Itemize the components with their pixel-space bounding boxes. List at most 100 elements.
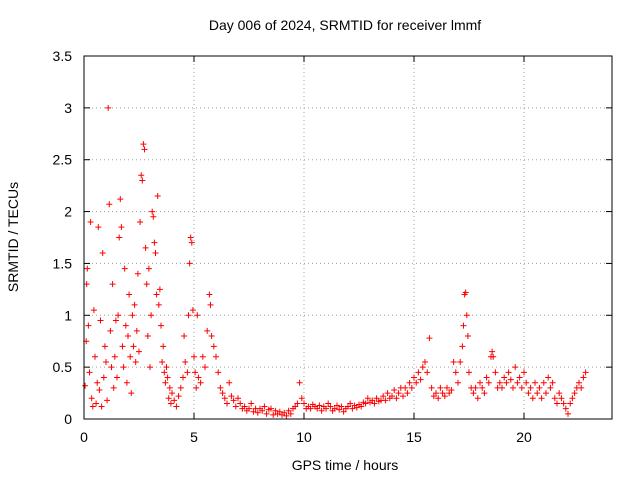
- data-point: [426, 335, 433, 342]
- y-tick-label: 0: [64, 411, 72, 427]
- data-point: [137, 218, 144, 225]
- data-point: [331, 405, 338, 412]
- data-point: [554, 400, 560, 407]
- data-point: [217, 384, 224, 391]
- data-point: [512, 364, 519, 371]
- data-point: [314, 405, 321, 412]
- data-point: [556, 390, 563, 397]
- data-point: [167, 400, 174, 407]
- data-point: [103, 358, 109, 365]
- data-point: [219, 390, 226, 397]
- y-tick-label: 1: [64, 307, 72, 323]
- data-point: [83, 281, 90, 288]
- data-point: [430, 393, 437, 400]
- data-point: [408, 384, 415, 391]
- data-point: [121, 265, 128, 272]
- data-point: [301, 400, 307, 407]
- y-tick-label: 0.5: [53, 359, 73, 375]
- data-point: [140, 141, 147, 148]
- data-point: [181, 333, 188, 340]
- data-point: [171, 397, 178, 404]
- data-point: [133, 327, 140, 334]
- y-axis-label: SRMTID / TECUs: [5, 182, 21, 292]
- data-point: [472, 384, 479, 391]
- data-point: [457, 358, 464, 365]
- data-point: [106, 201, 113, 208]
- data-point: [518, 384, 525, 391]
- data-point: [285, 407, 292, 414]
- data-point: [532, 379, 538, 386]
- data-point: [462, 289, 469, 296]
- data-point: [534, 390, 541, 397]
- data-point: [435, 395, 442, 402]
- data-point: [406, 379, 413, 386]
- data-point: [246, 405, 252, 412]
- data-point: [514, 379, 521, 386]
- data-point: [204, 327, 211, 334]
- data-point: [459, 343, 466, 350]
- data-point: [90, 307, 97, 314]
- data-point: [134, 270, 141, 277]
- data-point: [226, 379, 233, 386]
- data-point: [558, 395, 565, 402]
- data-point: [400, 393, 406, 400]
- data-point: [194, 312, 201, 319]
- data-point: [281, 409, 288, 416]
- data-point: [490, 353, 497, 360]
- data-point: [248, 400, 255, 407]
- data-point: [195, 374, 202, 381]
- data-point: [428, 384, 435, 391]
- data-point: [419, 364, 426, 371]
- data-point: [186, 260, 193, 267]
- data-point: [123, 379, 130, 386]
- data-point: [107, 327, 114, 334]
- data-point: [185, 312, 192, 319]
- data-point: [380, 393, 387, 400]
- x-tick-label: 5: [190, 429, 198, 445]
- data-point: [99, 250, 106, 257]
- data-point: [536, 384, 543, 391]
- data-point: [232, 403, 239, 410]
- data-point: [145, 265, 152, 272]
- data-point: [417, 376, 424, 383]
- data-point: [193, 384, 200, 391]
- data-point: [501, 374, 508, 381]
- data-point: [100, 374, 107, 381]
- data-point: [565, 410, 571, 417]
- data-point: [166, 384, 173, 391]
- x-tick-label: 20: [516, 429, 532, 445]
- data-point: [373, 395, 380, 402]
- data-point: [347, 400, 354, 407]
- data-point: [307, 405, 314, 412]
- data-point: [505, 369, 512, 376]
- plot-frame: [83, 55, 613, 420]
- data-point: [148, 312, 155, 319]
- data-point: [138, 172, 145, 179]
- data-point: [208, 333, 215, 340]
- data-point: [169, 390, 175, 397]
- data-point: [241, 403, 248, 410]
- data-point: [455, 379, 461, 386]
- data-point: [150, 213, 157, 220]
- data-point: [272, 407, 279, 414]
- x-tick-label: 0: [80, 429, 88, 445]
- data-point: [116, 234, 123, 241]
- data-point: [283, 412, 290, 419]
- data-point: [210, 343, 217, 350]
- data-point: [507, 376, 514, 383]
- data-point: [411, 374, 417, 381]
- data-point: [325, 400, 332, 407]
- data-point: [154, 193, 161, 200]
- data-point: [84, 265, 91, 272]
- data-point: [207, 301, 214, 308]
- data-point: [503, 379, 510, 386]
- data-point: [336, 406, 343, 413]
- data-point: [114, 374, 120, 381]
- data-point: [404, 390, 411, 397]
- data-point: [395, 390, 402, 397]
- grid-layer: [84, 56, 612, 419]
- data-point: [551, 395, 558, 402]
- data-point: [85, 322, 92, 329]
- data-point: [545, 374, 552, 381]
- data-point: [163, 364, 170, 371]
